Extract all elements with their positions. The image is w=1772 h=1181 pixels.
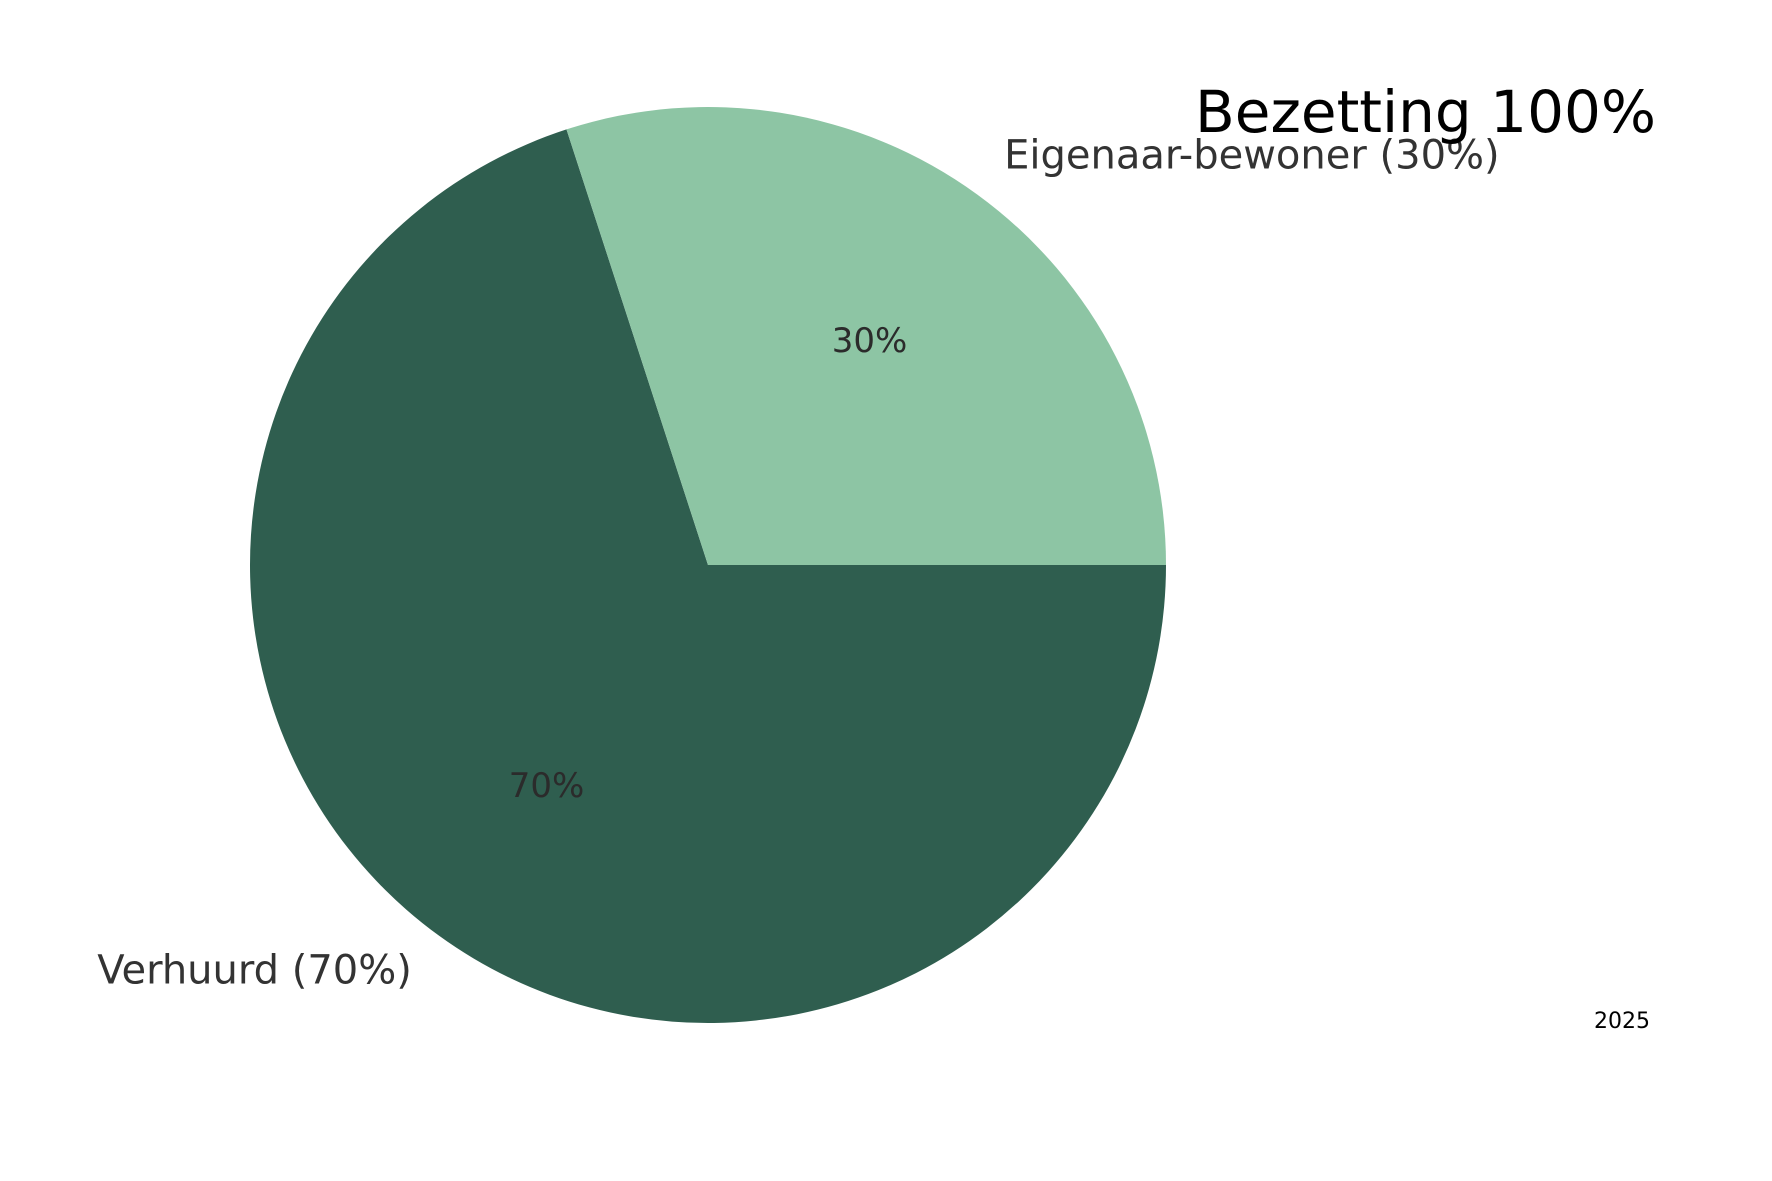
chart-title: Bezetting 100% [1195,78,1656,146]
pie-slice [249,129,1166,1023]
year-footnote: 2025 [1594,1009,1650,1034]
slice-percent-label: 70% [509,766,585,806]
slice-percent-label: 30% [832,321,908,361]
slice-category-label: Eigenaar-bewoner (30%) [1004,132,1500,178]
pie-slices [249,107,1166,1023]
pie-slice [566,107,1166,566]
pie-labels: 70% Verhuurd (70%) 30% Eigenaar-bewoner (30… [97,132,1499,993]
slice-category-label: Verhuurd (70%) [97,948,412,994]
